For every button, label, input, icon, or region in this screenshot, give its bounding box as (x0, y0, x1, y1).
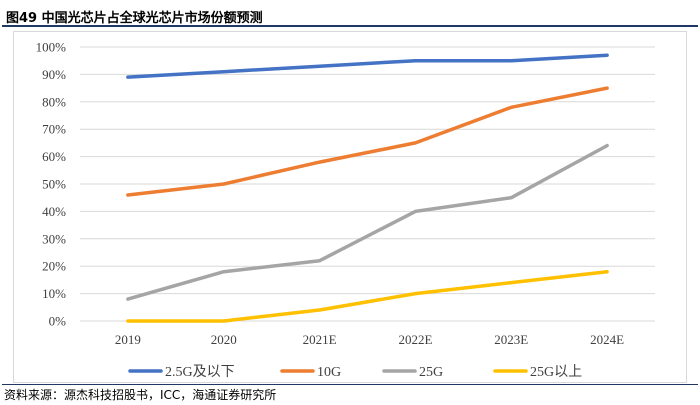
source-rule (2, 384, 698, 385)
y-tick-label: 90% (42, 67, 66, 82)
title-rule (2, 25, 698, 27)
legend-label: 25G以上 (530, 364, 582, 380)
x-tick-label: 2020 (211, 332, 237, 347)
x-tick-label: 2019 (115, 332, 141, 347)
y-tick-label: 0% (49, 314, 67, 329)
series-layer (126, 53, 609, 323)
y-tick-label: 50% (42, 177, 66, 192)
source-note: 资料来源：源杰科技招股书，ICC，海通证券研究所 (4, 388, 277, 402)
x-tick-label: 2023E (494, 332, 528, 347)
y-tick-label: 80% (42, 94, 66, 109)
y-tick-label: 100% (36, 40, 67, 55)
x-axis: 2019 2020 2021E 2022E 2023E 2024E (115, 332, 624, 347)
y-tick-label: 20% (42, 259, 66, 274)
y-tick-label: 30% (42, 231, 66, 246)
y-tick-label: 10% (42, 286, 66, 301)
series-line-2 (126, 143, 609, 301)
legend-label: 25G (419, 365, 443, 380)
x-tick-label: 2021E (303, 332, 337, 347)
y-tick-label: 70% (42, 122, 66, 137)
series-line-1 (126, 86, 609, 197)
series-line-3 (126, 269, 609, 323)
grid-layer (80, 46, 655, 322)
x-tick-label: 2024E (590, 332, 624, 347)
legend-label: 2.5G及以下 (165, 364, 235, 380)
legend: 2.5G及以下 10G 25G 25G以上 (128, 364, 582, 380)
figure-title: 图49 中国光芯片占全球光芯片市场份额预测 (6, 11, 263, 26)
legend-label: 10G (317, 365, 341, 380)
y-tick-label: 40% (42, 204, 66, 219)
chart-frame (13, 31, 687, 383)
x-tick-label: 2022E (398, 332, 432, 347)
title-bar: 图49 中国光芯片占全球光芯片市场份额预测 (2, 3, 698, 27)
y-axis: 0% 10% 20% 30% 40% 50% 60% 70% 80% 90% 100% (36, 40, 67, 329)
y-tick-label: 60% (42, 149, 66, 164)
series-line-0 (126, 53, 609, 79)
